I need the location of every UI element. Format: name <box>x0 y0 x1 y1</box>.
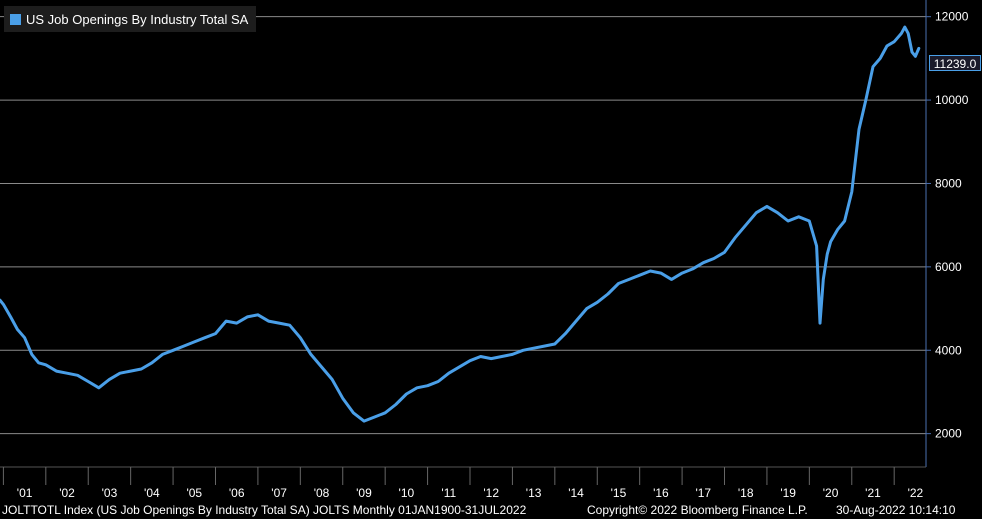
footer-timestamp: 30-Aug-2022 10:14:10 <box>836 503 956 517</box>
x-tick-label: '18 <box>738 486 754 500</box>
grid-lines <box>0 16 926 435</box>
x-tick-label: '13 <box>526 486 542 500</box>
legend-swatch <box>10 13 21 25</box>
footer-copyright: Copyright© 2022 Bloomberg Finance L.P. <box>587 503 808 517</box>
x-tick-label: '17 <box>695 486 711 500</box>
x-tick-label: '19 <box>780 486 796 500</box>
y-tick-label: 10000 <box>935 93 969 107</box>
x-tick-label: '14 <box>568 486 584 500</box>
last-value-label: 11239.0 <box>929 55 981 71</box>
y-tick-label: 2000 <box>935 427 962 441</box>
series-line <box>0 25 921 423</box>
y-tick-label: 6000 <box>935 260 962 274</box>
x-tick-label: '08 <box>314 486 330 500</box>
x-tick-label: '06 <box>229 486 245 500</box>
x-tick-label: '05 <box>186 486 202 500</box>
series-layer <box>0 25 921 423</box>
x-tick-label: '21 <box>865 486 881 500</box>
x-tick-label: '03 <box>102 486 118 500</box>
x-tick-label: '15 <box>611 486 627 500</box>
y-tick-label: 12000 <box>935 10 969 24</box>
legend-label: US Job Openings By Industry Total SA <box>26 11 249 27</box>
x-tick-label: '20 <box>823 486 839 500</box>
x-tick-label: '07 <box>271 486 287 500</box>
x-axis-ticks: '01 '02 '03 '04 '05 '06 '07 '08 '09 '10 '11 '12 '13 '… <box>2 467 924 500</box>
x-tick-label: '12 <box>483 486 499 500</box>
x-tick-label: '10 <box>399 486 415 500</box>
x-tick-label: '01 <box>17 486 33 500</box>
x-tick-label: '04 <box>144 486 160 500</box>
y-axis-ticks: 2000 4000 6000 8000 10000 12000 <box>926 10 969 441</box>
x-tick-label: '02 <box>59 486 75 500</box>
x-tick-label: '11 <box>441 486 456 500</box>
footer: JOLTTOTL Index (US Job Openings By Indus… <box>0 500 982 519</box>
footer-security-description: JOLTTOTL Index (US Job Openings By Indus… <box>2 503 527 517</box>
x-tick-label: '22 <box>908 486 924 500</box>
legend: US Job Openings By Industry Total SA <box>4 6 257 32</box>
x-tick-label: '16 <box>653 486 669 500</box>
x-tick-label: '09 <box>356 486 372 500</box>
y-tick-label: 4000 <box>935 343 962 357</box>
y-tick-label: 8000 <box>935 176 962 190</box>
